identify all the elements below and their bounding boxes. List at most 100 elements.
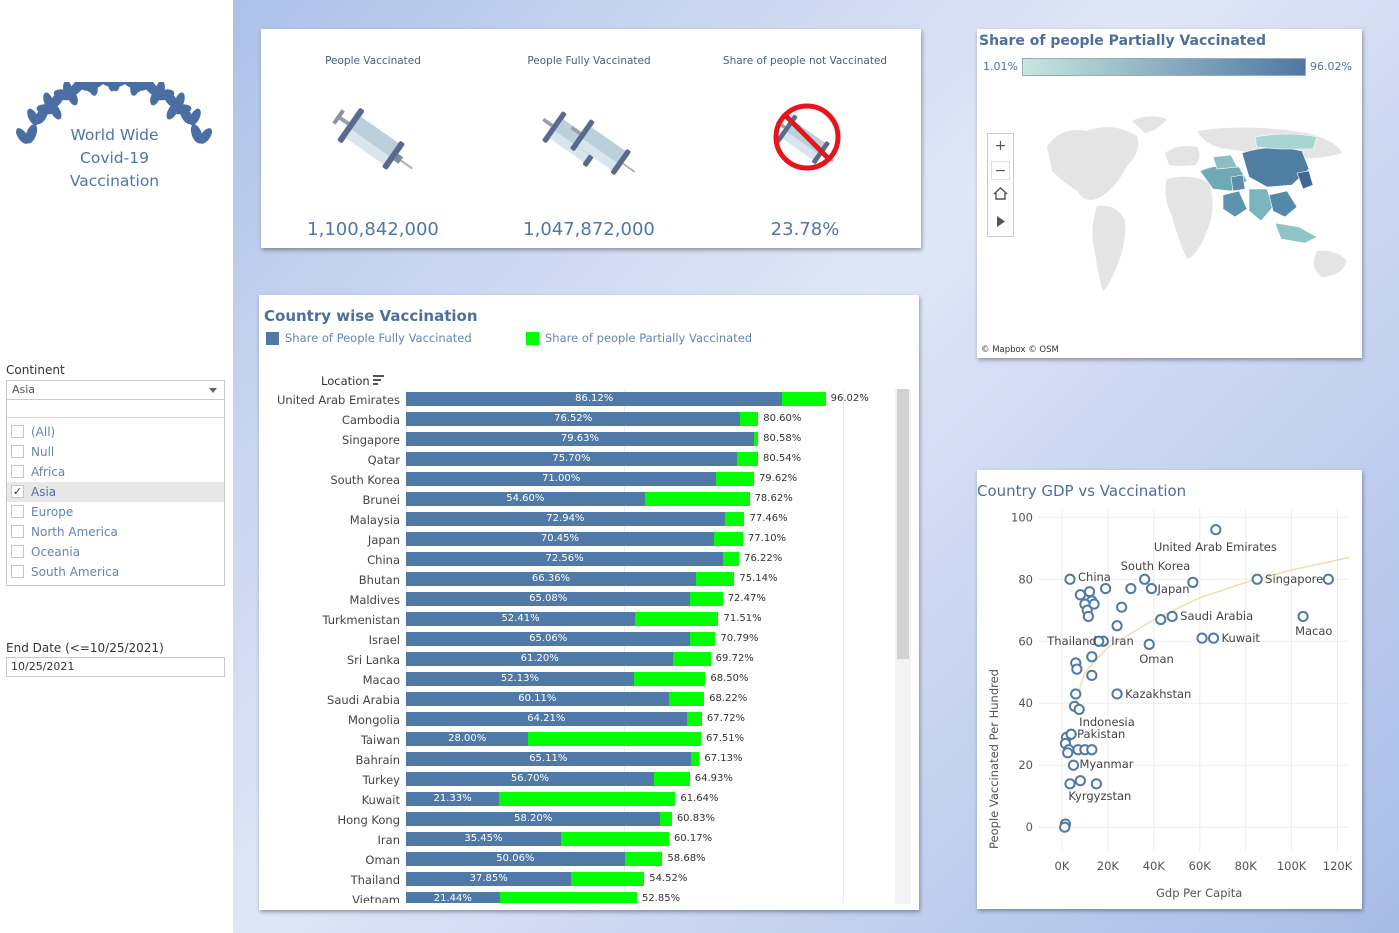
bar-full-vaccinated[interactable] bbox=[406, 612, 636, 626]
scatter-point[interactable] bbox=[1064, 778, 1076, 790]
scatter-plot[interactable]: 0K 20K 40K 60K 80K 100K 120K 0 20 40 60 80 100 bbox=[977, 470, 1362, 909]
checkbox[interactable] bbox=[11, 505, 24, 518]
continent-search-input[interactable] bbox=[7, 400, 224, 418]
scatter-point[interactable] bbox=[1086, 744, 1098, 756]
bar-partially-vaccinated[interactable] bbox=[713, 532, 743, 546]
home-icon[interactable] bbox=[991, 184, 1010, 203]
bar-partially-vaccinated[interactable] bbox=[753, 432, 759, 446]
bar-partially-vaccinated[interactable] bbox=[723, 552, 740, 566]
checkbox[interactable]: ✓ bbox=[11, 485, 24, 498]
bar-full-vaccinated[interactable] bbox=[406, 492, 645, 506]
bar-partially-vaccinated[interactable] bbox=[624, 852, 663, 866]
checkbox[interactable] bbox=[11, 545, 24, 558]
scatter-point[interactable] bbox=[1251, 573, 1263, 585]
continent-option[interactable]: Africa bbox=[7, 462, 224, 482]
bar-full-vaccinated[interactable] bbox=[406, 892, 500, 903]
continent-dropdown[interactable]: Asia bbox=[6, 380, 225, 400]
bar-partially-vaccinated[interactable] bbox=[736, 452, 758, 466]
scatter-point[interactable] bbox=[1099, 582, 1112, 595]
bar-full-vaccinated[interactable] bbox=[406, 412, 741, 426]
scatter-point[interactable] bbox=[1116, 601, 1128, 613]
bar-full-vaccinated[interactable] bbox=[406, 872, 572, 886]
bar-full-vaccinated[interactable] bbox=[406, 472, 717, 486]
bar-partially-vaccinated[interactable] bbox=[668, 692, 705, 706]
bar-full-vaccinated[interactable] bbox=[406, 852, 625, 866]
end-date-input[interactable]: 10/25/2021 bbox=[6, 657, 225, 677]
scatter-point[interactable] bbox=[1071, 663, 1083, 675]
bar-full-vaccinated[interactable] bbox=[406, 812, 661, 826]
scatter-point[interactable] bbox=[1111, 620, 1123, 632]
bar-full-vaccinated[interactable] bbox=[406, 432, 754, 446]
bar-partially-vaccinated[interactable] bbox=[673, 652, 711, 666]
scatter-point[interactable] bbox=[1125, 582, 1137, 595]
bar-full-vaccinated[interactable] bbox=[406, 772, 654, 786]
scatter-point[interactable] bbox=[1065, 728, 1077, 740]
bar-full-vaccinated[interactable] bbox=[406, 452, 737, 466]
play-icon[interactable] bbox=[991, 212, 1010, 231]
bar-full-vaccinated[interactable] bbox=[406, 392, 783, 406]
scatter-point[interactable] bbox=[1086, 651, 1098, 663]
bar-full-vaccinated[interactable] bbox=[406, 832, 561, 846]
bar-full-vaccinated[interactable] bbox=[406, 712, 687, 726]
scatter-point[interactable] bbox=[1070, 688, 1082, 700]
scatter-point[interactable] bbox=[1093, 635, 1105, 647]
scatter-point[interactable] bbox=[1074, 775, 1086, 787]
bar-partially-vaccinated[interactable] bbox=[644, 492, 750, 506]
bar-partially-vaccinated[interactable] bbox=[740, 412, 759, 426]
chevron-down-icon[interactable] bbox=[209, 388, 217, 393]
bar-full-vaccinated[interactable] bbox=[406, 652, 674, 666]
scatter-point[interactable] bbox=[1145, 582, 1158, 595]
checkbox[interactable] bbox=[11, 565, 24, 578]
checkbox[interactable] bbox=[11, 445, 24, 458]
bar-full-vaccinated[interactable] bbox=[406, 572, 696, 586]
world-map[interactable] bbox=[1017, 91, 1357, 341]
bar-partially-vaccinated[interactable] bbox=[690, 752, 700, 766]
bar-partially-vaccinated[interactable] bbox=[716, 472, 754, 486]
bar-partially-vaccinated[interactable] bbox=[560, 832, 669, 846]
scatter-point[interactable] bbox=[1155, 613, 1167, 626]
continent-option[interactable]: South America bbox=[7, 562, 224, 582]
scatter-point[interactable] bbox=[1143, 638, 1155, 650]
scatter-point[interactable] bbox=[1207, 632, 1220, 644]
scatter-point[interactable] bbox=[1196, 632, 1208, 644]
continent-option[interactable]: Europe bbox=[7, 502, 224, 522]
bar-partially-vaccinated[interactable] bbox=[695, 572, 735, 586]
continent-option[interactable]: (All) bbox=[7, 422, 224, 442]
scatter-point[interactable] bbox=[1064, 573, 1076, 585]
sort-icon[interactable] bbox=[373, 375, 384, 385]
bar-partially-vaccinated[interactable] bbox=[571, 872, 645, 886]
continent-option[interactable]: ✓ Asia bbox=[7, 482, 224, 502]
bar-full-vaccinated[interactable] bbox=[406, 792, 500, 806]
bar-partially-vaccinated[interactable] bbox=[660, 812, 672, 826]
scatter-point[interactable] bbox=[1090, 778, 1103, 790]
zoom-in-icon[interactable]: + bbox=[994, 138, 1007, 154]
bar-partially-vaccinated[interactable] bbox=[690, 592, 723, 606]
bar-full-vaccinated[interactable] bbox=[406, 672, 634, 686]
bar-partially-vaccinated[interactable] bbox=[690, 632, 716, 646]
bar-partially-vaccinated[interactable] bbox=[724, 512, 745, 526]
scatter-point[interactable] bbox=[1166, 610, 1178, 623]
bar-full-vaccinated[interactable] bbox=[406, 692, 669, 706]
scatter-point[interactable] bbox=[1062, 747, 1074, 759]
continent-option[interactable]: Null bbox=[7, 442, 224, 462]
bar-partially-vaccinated[interactable] bbox=[635, 612, 719, 626]
scatter-point[interactable] bbox=[1187, 576, 1199, 588]
scatter-point[interactable] bbox=[1082, 610, 1094, 623]
bar-full-vaccinated[interactable] bbox=[406, 752, 691, 766]
checkbox[interactable] bbox=[11, 465, 24, 478]
bar-full-vaccinated[interactable] bbox=[406, 512, 725, 526]
bar-full-vaccinated[interactable] bbox=[406, 632, 691, 646]
bar-partially-vaccinated[interactable] bbox=[653, 772, 690, 786]
legend-full[interactable]: Share of People Fully Vaccinated bbox=[266, 331, 472, 345]
bar-partially-vaccinated[interactable] bbox=[782, 392, 826, 406]
bar-partially-vaccinated[interactable] bbox=[686, 712, 702, 726]
bar-partially-vaccinated[interactable] bbox=[528, 732, 702, 746]
bar-full-vaccinated[interactable] bbox=[406, 592, 691, 606]
location-header[interactable]: Location bbox=[321, 374, 370, 388]
bar-full-vaccinated[interactable] bbox=[406, 552, 724, 566]
scatter-point[interactable] bbox=[1139, 573, 1151, 585]
continent-option[interactable]: North America bbox=[7, 522, 224, 542]
scatter-point[interactable] bbox=[1083, 586, 1096, 598]
scatter-point[interactable] bbox=[1073, 703, 1085, 716]
scatter-point[interactable] bbox=[1322, 573, 1334, 585]
